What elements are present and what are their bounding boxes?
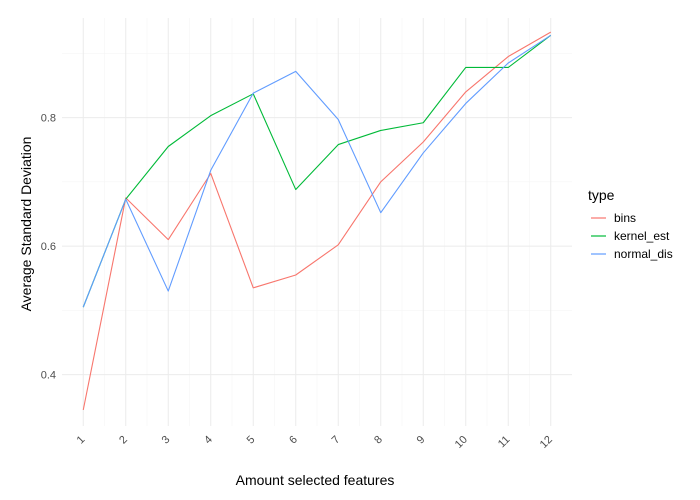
x-tick-label: 3 (160, 434, 173, 447)
series-line-kernel_est (82, 34, 552, 308)
y-axis-ticks: 0.4 0.6 0.8 (41, 113, 56, 382)
x-tick-label: 12 (538, 434, 555, 451)
x-tick-label: 9 (415, 434, 428, 447)
series-lines (82, 31, 552, 411)
x-tick-label: 2 (117, 434, 130, 447)
legend-label-bins: bins (614, 211, 636, 225)
y-tick-label: 0.6 (41, 241, 56, 253)
y-axis-title: Average Standard Deviation (18, 137, 34, 312)
x-axis-ticks: 1 2 3 4 5 6 7 8 9 10 11 12 (75, 434, 555, 451)
x-axis-title: Amount selected features (236, 472, 395, 488)
series-line-normal_dis (82, 34, 552, 308)
x-tick-label: 4 (202, 434, 215, 447)
legend-title: type (588, 187, 615, 203)
legend-label-normal_dis: normal_dis (614, 247, 673, 261)
series-line-bins (82, 31, 552, 411)
x-tick-label: 1 (75, 434, 88, 447)
y-tick-label: 0.4 (41, 370, 56, 382)
grid (62, 18, 572, 426)
x-tick-label: 10 (453, 434, 470, 451)
x-tick-label: 7 (330, 434, 343, 447)
x-tick-label: 8 (372, 434, 385, 447)
y-tick-label: 0.8 (41, 113, 56, 125)
x-tick-label: 11 (496, 434, 513, 451)
x-tick-label: 5 (245, 434, 258, 447)
legend-items: bins kernel_est normal_dis (591, 211, 673, 261)
legend: type bins kernel_est normal_dis (588, 187, 673, 261)
x-tick-label: 6 (287, 434, 300, 447)
legend-label-kernel_est: kernel_est (614, 229, 670, 243)
